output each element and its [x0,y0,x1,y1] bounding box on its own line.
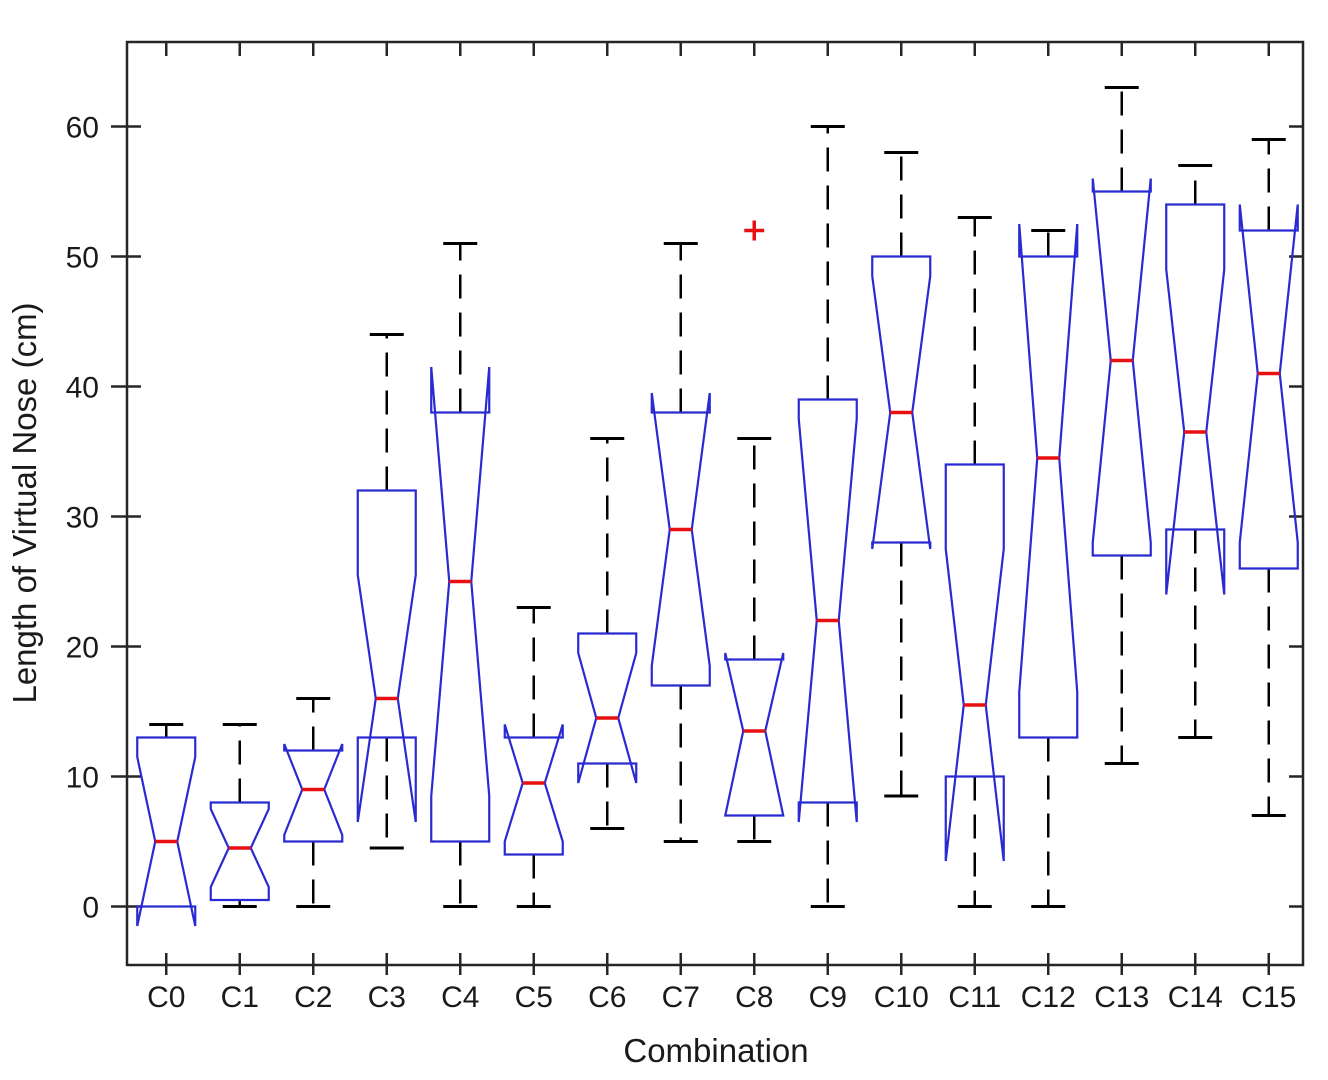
x-tick-label-C5: C5 [515,981,553,1014]
y-axis-label: Length of Virtual Nose (cm) [6,302,43,703]
box-C6 [577,632,638,784]
box-C3 [356,489,417,823]
box-C5 [503,724,564,856]
box-C10 [871,255,932,550]
y-tick-label-60: 60 [66,112,99,145]
x-tick-label-C12: C12 [1021,981,1076,1014]
y-tick-label-10: 10 [66,762,99,795]
box-C9 [797,398,858,823]
box-C14 [1165,203,1226,595]
y-tick-label-50: 50 [66,242,99,275]
x-tick-label-C3: C3 [368,981,406,1014]
box-C8 [723,652,785,817]
y-tick-label-30: 30 [66,502,99,535]
y-tick-label-0: 0 [82,892,99,925]
box-C4 [430,366,491,843]
x-axis-label: Combination [623,1032,808,1069]
x-tick-label-C15: C15 [1241,981,1296,1014]
x-tick-label-C11: C11 [948,981,1001,1014]
box-C1 [209,801,270,902]
box-C13 [1091,178,1152,557]
box-C11 [944,463,1005,862]
box-C0 [136,736,197,927]
x-tick-label-C7: C7 [662,981,700,1014]
x-tick-label-C6: C6 [588,981,626,1014]
y-tick-label-20: 20 [66,632,99,665]
x-tick-label-C14: C14 [1168,981,1223,1014]
x-tick-label-C13: C13 [1094,981,1149,1014]
x-tick-label-C2: C2 [294,981,332,1014]
x-tick-label-C4: C4 [441,981,479,1014]
plot-border [125,40,1305,967]
box-C12 [1018,223,1079,739]
box-C15 [1238,204,1299,570]
y-tick-label-40: 40 [66,372,99,405]
x-tick-label-C9: C9 [809,981,847,1014]
x-tick-label-C0: C0 [147,981,185,1014]
x-tick-label-C10: C10 [874,981,929,1014]
x-tick-label-C8: C8 [735,981,773,1014]
box-C2 [283,743,344,843]
box-C7 [650,392,711,687]
x-tick-label-C1: C1 [221,981,259,1014]
